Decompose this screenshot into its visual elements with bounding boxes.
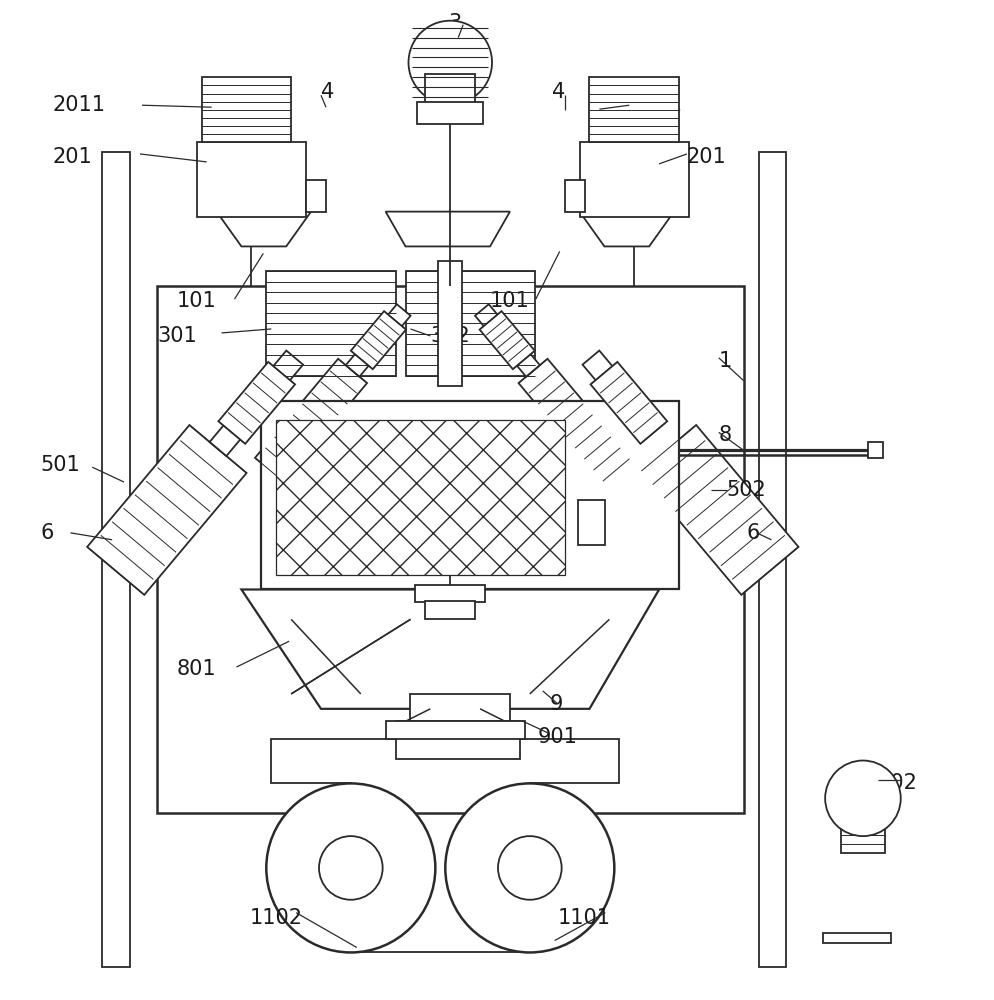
- Text: 9: 9: [549, 694, 563, 714]
- Polygon shape: [217, 212, 311, 246]
- Polygon shape: [579, 212, 673, 246]
- Text: 3: 3: [448, 13, 461, 33]
- Circle shape: [266, 783, 435, 952]
- Polygon shape: [581, 351, 675, 456]
- Text: 1102: 1102: [249, 908, 302, 928]
- Text: 201: 201: [53, 147, 92, 167]
- Bar: [396, 721, 519, 759]
- Polygon shape: [345, 304, 411, 377]
- Polygon shape: [218, 362, 295, 444]
- Polygon shape: [351, 311, 406, 369]
- Text: 1101: 1101: [557, 908, 610, 928]
- Bar: [266, 271, 396, 376]
- Bar: [417, 102, 483, 124]
- Text: 6: 6: [41, 523, 54, 543]
- Text: 2011: 2011: [628, 95, 682, 115]
- Bar: [840, 798, 884, 853]
- Bar: [438, 261, 462, 386]
- Bar: [306, 180, 326, 212]
- Circle shape: [824, 761, 900, 836]
- Text: 501: 501: [41, 455, 81, 475]
- Polygon shape: [386, 212, 509, 246]
- Text: 801: 801: [177, 659, 217, 679]
- Text: 6: 6: [746, 523, 759, 543]
- Bar: [579, 142, 688, 217]
- Bar: [415, 585, 485, 602]
- Bar: [757, 152, 785, 967]
- Polygon shape: [518, 359, 630, 482]
- Bar: [202, 77, 291, 142]
- Circle shape: [445, 783, 613, 952]
- Bar: [197, 142, 306, 217]
- Text: 902: 902: [877, 773, 916, 793]
- Bar: [406, 271, 534, 376]
- Circle shape: [497, 836, 561, 900]
- Bar: [157, 286, 743, 813]
- Polygon shape: [479, 311, 534, 369]
- Bar: [425, 74, 475, 104]
- Bar: [386, 721, 524, 739]
- Text: 4: 4: [551, 82, 565, 102]
- Text: 2011: 2011: [53, 95, 105, 115]
- Bar: [425, 601, 475, 619]
- Bar: [822, 933, 890, 943]
- Text: 4: 4: [321, 82, 334, 102]
- Polygon shape: [242, 589, 658, 709]
- Circle shape: [409, 21, 492, 104]
- Polygon shape: [638, 425, 797, 595]
- Text: 502: 502: [726, 480, 765, 500]
- Bar: [564, 180, 583, 212]
- Text: 101: 101: [490, 291, 529, 311]
- Text: 1: 1: [718, 351, 732, 371]
- Bar: [577, 500, 604, 545]
- Polygon shape: [254, 359, 367, 482]
- Polygon shape: [210, 351, 303, 456]
- Polygon shape: [474, 304, 540, 377]
- Text: 301: 301: [157, 326, 197, 346]
- Text: 101: 101: [177, 291, 217, 311]
- Text: 302: 302: [430, 326, 469, 346]
- Bar: [261, 401, 678, 589]
- Circle shape: [319, 836, 383, 900]
- Polygon shape: [590, 362, 667, 444]
- Bar: [411, 694, 509, 724]
- Bar: [276, 420, 564, 575]
- Text: 201: 201: [686, 147, 726, 167]
- Polygon shape: [87, 425, 247, 595]
- Bar: [102, 152, 130, 967]
- Text: 8: 8: [718, 425, 732, 445]
- Bar: [867, 442, 882, 458]
- Bar: [588, 77, 678, 142]
- Text: 901: 901: [537, 727, 578, 747]
